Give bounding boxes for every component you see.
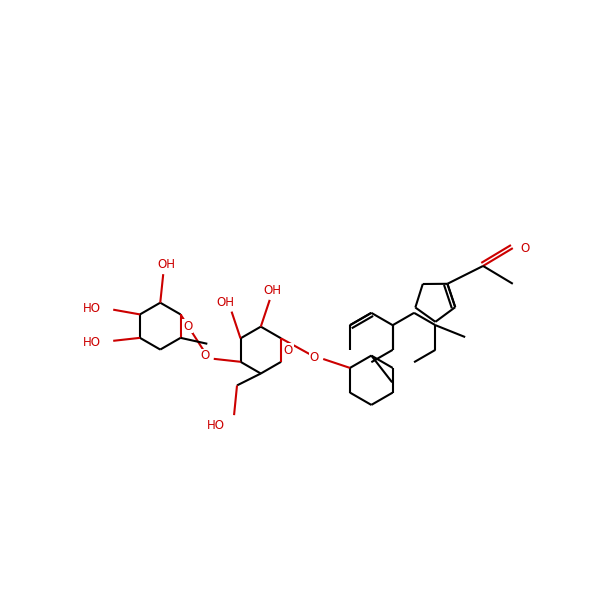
Text: O: O — [200, 349, 209, 362]
Text: HO: HO — [83, 302, 101, 315]
Text: OH: OH — [157, 258, 175, 271]
Text: OH: OH — [263, 284, 281, 298]
Text: OH: OH — [217, 296, 235, 309]
Text: HO: HO — [83, 335, 101, 349]
Text: O: O — [284, 344, 293, 356]
Text: HO: HO — [207, 419, 225, 433]
Text: O: O — [183, 320, 193, 332]
Text: O: O — [520, 242, 529, 254]
Text: O: O — [310, 351, 319, 364]
